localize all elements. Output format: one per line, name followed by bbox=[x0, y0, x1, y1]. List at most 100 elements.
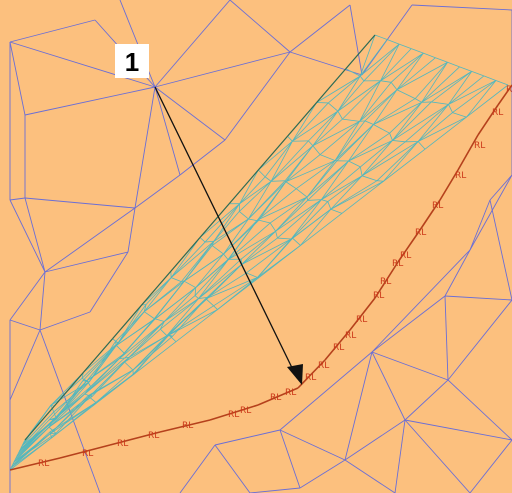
fine-mesh-edge bbox=[194, 287, 197, 296]
fine-mesh-edge bbox=[11, 431, 51, 468]
fine-mesh-edge bbox=[55, 394, 92, 434]
fine-mesh-edge bbox=[327, 102, 339, 112]
fine-mesh-edge bbox=[194, 259, 229, 296]
fine-mesh-edge bbox=[483, 75, 497, 81]
fine-mesh-edge bbox=[205, 272, 247, 300]
fine-mesh-edge bbox=[337, 80, 365, 112]
fine-mesh-edge bbox=[81, 342, 119, 379]
fine-mesh-edge bbox=[364, 120, 374, 125]
refined-band-edge bbox=[24, 405, 55, 441]
fine-mesh-edge bbox=[170, 240, 215, 278]
fine-mesh-edge bbox=[144, 311, 155, 320]
fine-mesh-edge bbox=[205, 240, 214, 243]
boundary-label: RL bbox=[492, 108, 503, 118]
fine-mesh-edge bbox=[466, 80, 497, 118]
fine-mesh-edge bbox=[361, 140, 393, 177]
fine-mesh-edge bbox=[292, 102, 329, 142]
fine-mesh-edge bbox=[240, 230, 276, 260]
fine-mesh-edge bbox=[330, 180, 378, 210]
fine-mesh-edge bbox=[348, 132, 390, 162]
coarse-mesh-edge bbox=[89, 251, 129, 313]
boundary-label: RL bbox=[373, 291, 384, 301]
fine-mesh-edge bbox=[116, 320, 154, 346]
fine-mesh-edge bbox=[448, 75, 485, 105]
fine-mesh-edge bbox=[48, 394, 92, 428]
boundary-label: RL bbox=[400, 251, 411, 261]
coarse-mesh-edge bbox=[214, 429, 281, 446]
refined-band-edge bbox=[112, 304, 143, 340]
coarse-mesh-edge bbox=[214, 444, 251, 493]
fine-mesh-edge bbox=[359, 82, 392, 122]
refined-band-edge bbox=[228, 169, 259, 205]
boundary-segment bbox=[159, 419, 211, 433]
fine-mesh-edge bbox=[417, 141, 426, 150]
boundary-label: RL bbox=[474, 141, 485, 151]
boundary-edge bbox=[9, 84, 512, 471]
coarse-mesh-edge bbox=[249, 487, 301, 493]
fine-mesh-edge bbox=[383, 148, 426, 182]
coarse-mesh-edge bbox=[469, 174, 512, 251]
fine-mesh-edge bbox=[285, 181, 297, 189]
fine-mesh-edge bbox=[383, 141, 419, 182]
fine-mesh-edge bbox=[392, 104, 449, 141]
fine-mesh-edge bbox=[119, 357, 125, 359]
fine-mesh-edge bbox=[19, 419, 50, 452]
fine-mesh-edge bbox=[124, 361, 134, 371]
fine-mesh-edge bbox=[239, 180, 272, 205]
coarse-mesh-edge bbox=[154, 51, 291, 88]
fine-mesh-edge bbox=[115, 341, 117, 346]
fine-mesh-edge bbox=[334, 120, 366, 161]
fine-mesh-edge bbox=[116, 311, 145, 346]
coarse-mesh-edge bbox=[9, 199, 46, 273]
boundary-segment bbox=[439, 169, 459, 201]
fine-mesh-edge bbox=[389, 102, 422, 134]
fine-mesh-edge bbox=[223, 219, 258, 255]
fine-mesh-edge bbox=[275, 199, 322, 232]
fine-mesh-edge bbox=[271, 180, 286, 182]
boundary-labels: RLRLRLRLRLRLRLRLRLRLRLRLRLRLRLRLRLRLRLRL… bbox=[38, 85, 512, 469]
boundary-label: RL bbox=[318, 361, 329, 371]
fine-mesh-edge bbox=[87, 369, 134, 397]
callout-marker[interactable]: 1 bbox=[115, 44, 149, 78]
fine-mesh-edge bbox=[228, 219, 258, 260]
fine-mesh-edge bbox=[248, 181, 272, 220]
fine-mesh-edge bbox=[363, 43, 400, 82]
coarse-mesh-edge bbox=[469, 439, 512, 493]
fine-mesh-edge bbox=[86, 345, 117, 381]
boundary-label: RL bbox=[148, 431, 159, 441]
coarse-mesh-edge bbox=[39, 311, 91, 331]
coarse-mesh-edge bbox=[154, 86, 226, 141]
boundary-label: RL bbox=[270, 393, 281, 403]
fine-mesh-edge bbox=[119, 318, 156, 359]
coarse-mesh-edge bbox=[279, 351, 373, 431]
fine-mesh-edge bbox=[377, 180, 384, 182]
fine-mesh-edge bbox=[49, 417, 56, 421]
fine-mesh-edge bbox=[334, 121, 360, 161]
fine-mesh-edge bbox=[49, 402, 97, 433]
fine-mesh-edge bbox=[327, 201, 332, 210]
fine-mesh-edge bbox=[211, 245, 224, 255]
fine-mesh-edge bbox=[241, 237, 278, 265]
fine-mesh-edge bbox=[258, 140, 293, 171]
fine-mesh-edge bbox=[239, 169, 259, 204]
boundary-label: RL bbox=[506, 85, 512, 95]
fine-mesh-edge bbox=[83, 342, 119, 373]
coarse-mesh-edge bbox=[371, 351, 406, 421]
fine-mesh-edge bbox=[160, 298, 199, 330]
coarse-mesh-edge bbox=[344, 419, 406, 461]
fine-mesh-edge bbox=[287, 135, 293, 142]
fine-mesh-edge bbox=[195, 253, 224, 288]
fine-mesh-edge bbox=[330, 180, 384, 210]
refined-band-edge bbox=[199, 203, 230, 238]
fine-mesh-edge bbox=[205, 298, 214, 307]
coarse-mesh-edge bbox=[44, 251, 129, 273]
coarse-mesh-edge bbox=[371, 295, 446, 353]
fine-mesh-edge bbox=[290, 199, 322, 240]
fine-mesh-edge bbox=[337, 110, 343, 120]
fine-mesh-edge bbox=[277, 237, 292, 240]
fine-mesh-edge bbox=[257, 188, 297, 221]
fine-mesh-edge bbox=[143, 280, 186, 313]
fine-mesh-edge bbox=[306, 197, 309, 201]
